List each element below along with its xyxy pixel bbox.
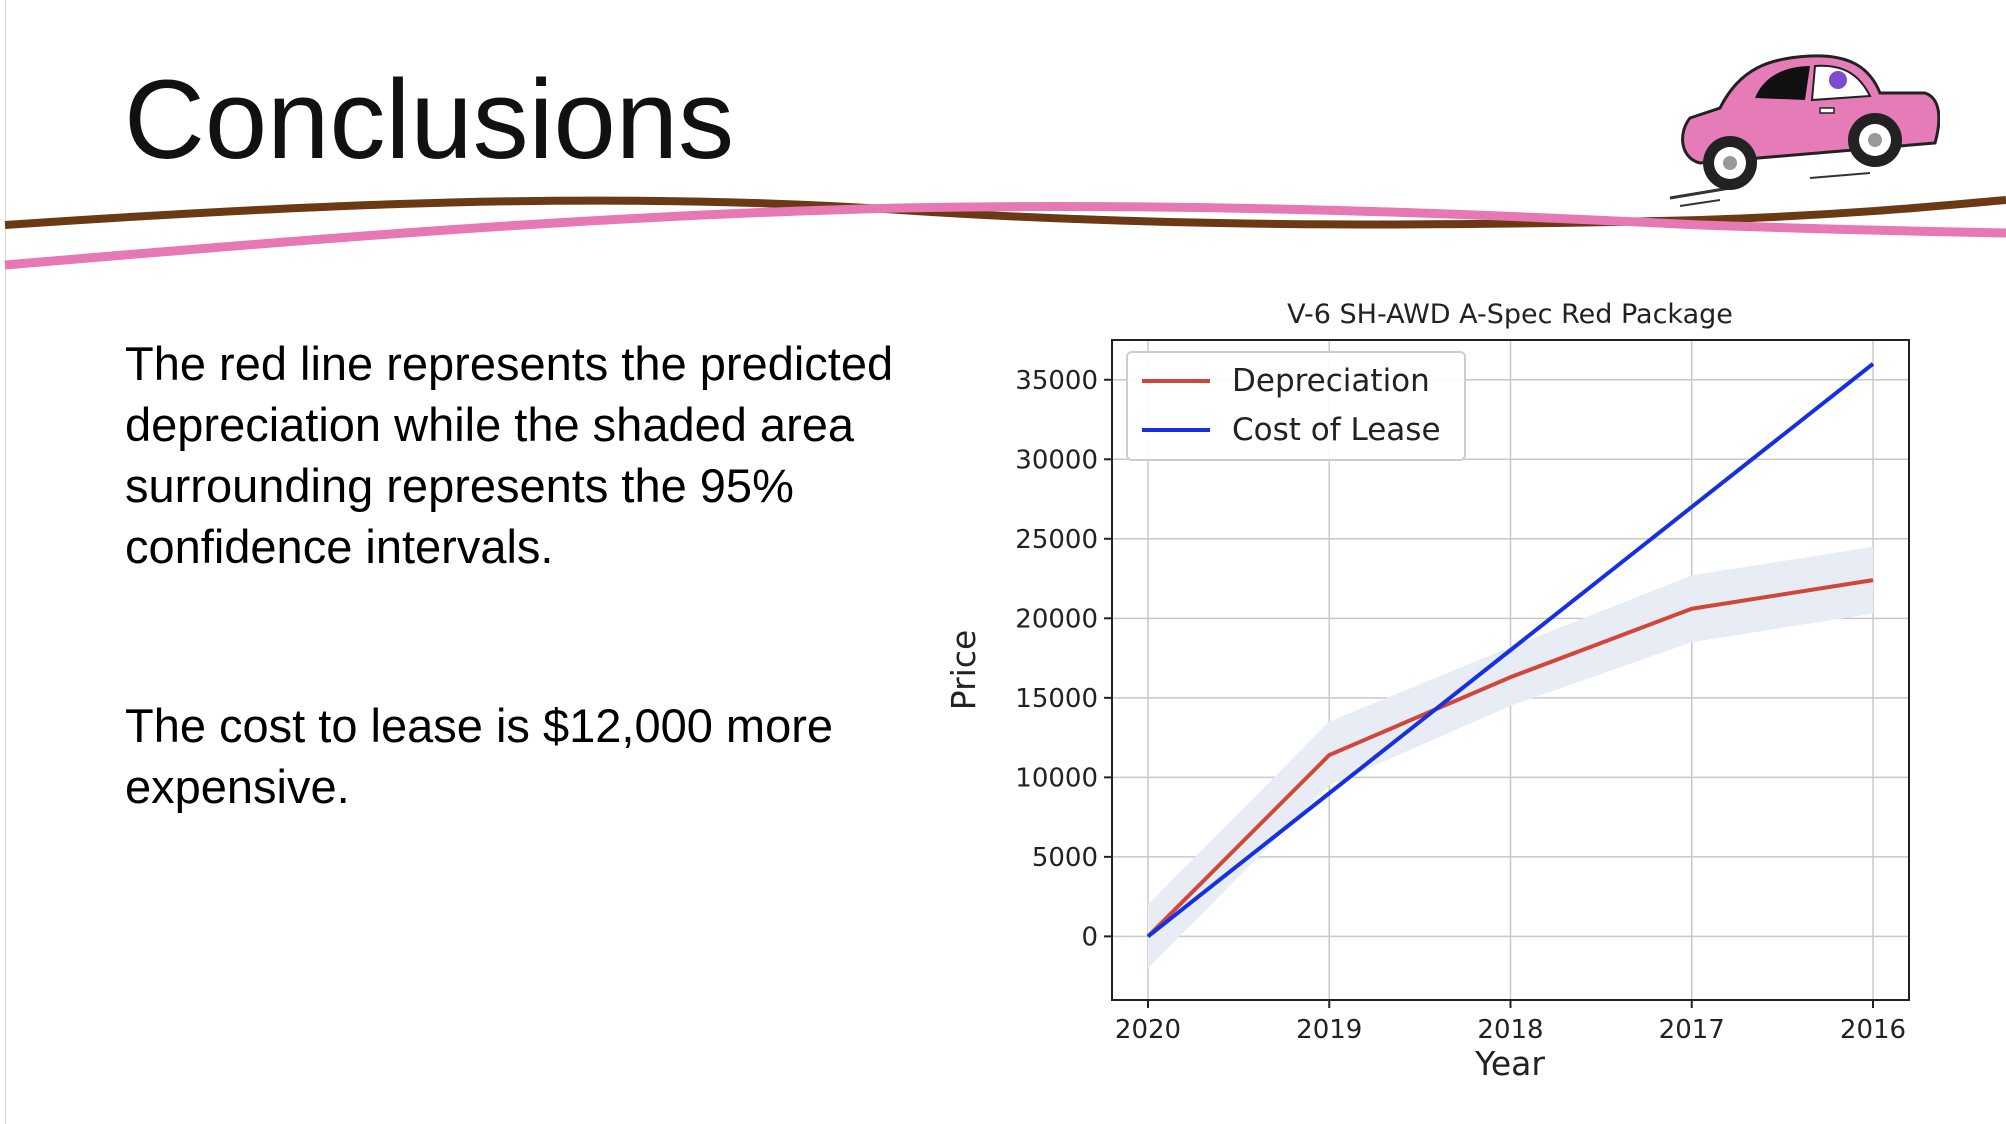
x-tick-label: 2018 [1477,1015,1543,1045]
chart-series-lines [1146,362,1875,938]
pink-car-icon [1669,54,1940,207]
y-tick-label: 25000 [1015,525,1098,555]
y-tick-label: 10000 [1015,763,1098,793]
x-tick-label: 2020 [1115,1015,1181,1045]
y-tick-label: 5000 [1032,843,1098,873]
legend-label-lease: Cost of Lease [1232,412,1441,448]
y-tick-label: 15000 [1015,684,1098,714]
y-axis-label: Price [944,630,983,711]
cost-of-lease-line [1146,362,1875,938]
y-tick-label: 35000 [1015,366,1098,396]
x-tick-label: 2016 [1840,1015,1906,1045]
legend-label-depreciation: Depreciation [1232,363,1430,399]
chart-legend: Depreciation Cost of Lease [1126,351,1466,461]
x-tick-label: 2019 [1296,1015,1362,1045]
legend-box [1126,351,1466,461]
y-tick-label: 30000 [1015,445,1098,475]
chart-y-ticks: 0 5000 10000 15000 20000 25000 30000 35000 [1015,366,1112,952]
conclusion-paragraph-1: The red line represents the predicted de… [125,337,894,573]
slide-left-border [5,0,6,1124]
y-tick-label: 0 [1081,922,1098,952]
chart-title: V-6 SH-AWD A-Spec Red Package [1287,299,1733,330]
conclusion-paragraph-2: The cost to lease is $12,000 more expens… [125,699,834,813]
x-axis-label: Year [1474,1044,1545,1083]
pink-swoosh-stroke [4,201,2006,270]
depreciation-line [1146,578,1874,938]
brown-swoosh-stroke [4,196,2006,229]
confidence-band [1148,546,1873,969]
y-tick-label: 20000 [1015,604,1098,634]
chart-confidence-band-group [1148,546,1873,969]
chart-x-ticks: 2020 2019 2018 2017 2016 [1115,1000,1906,1045]
depreciation-vs-lease-chart: V-6 SH-AWD A-Spec Red Package 0 5000 10000… [944,299,1910,1083]
decorative-swoosh [4,196,2006,270]
slide-title: Conclusions [124,57,735,182]
x-tick-label: 2017 [1659,1015,1725,1045]
